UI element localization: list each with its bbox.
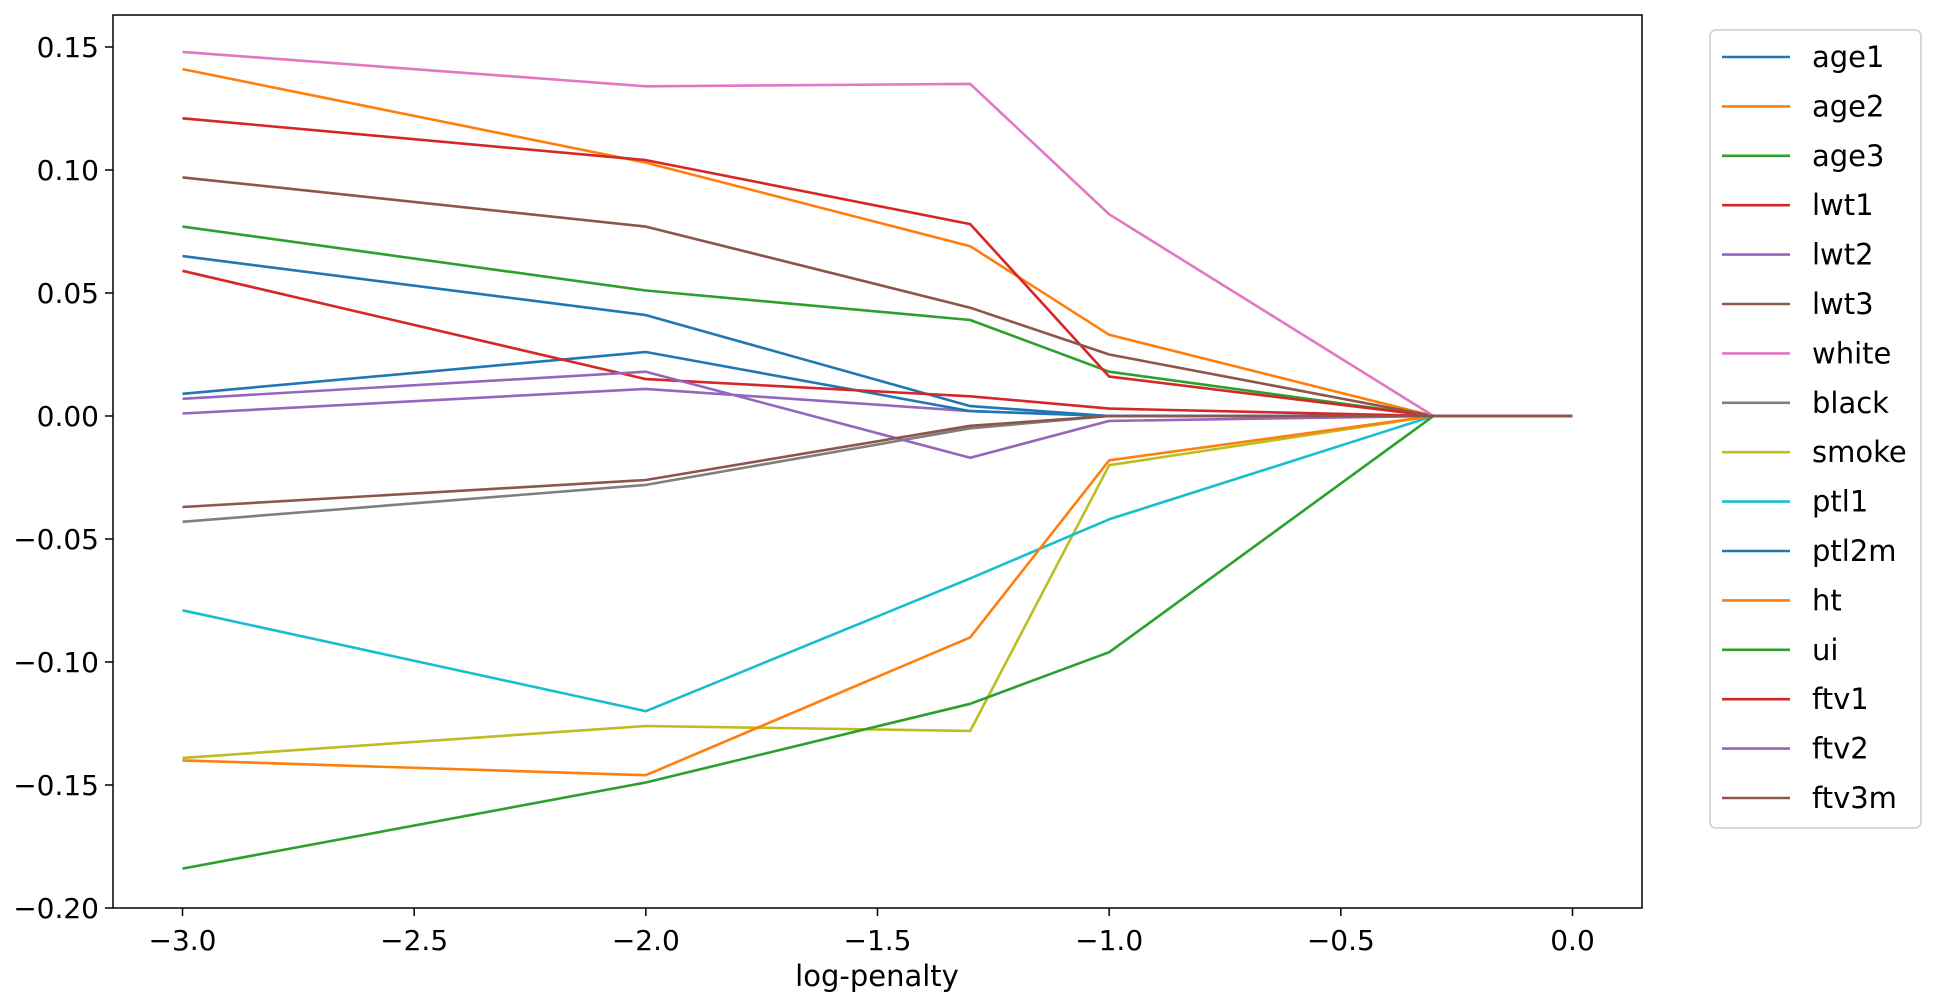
x-tick-label: −2.5 xyxy=(380,924,448,957)
y-tick-label: −0.20 xyxy=(13,892,99,925)
x-tick-label: −0.5 xyxy=(1307,924,1375,957)
legend-label-lwt3: lwt3 xyxy=(1812,287,1874,321)
legend-label-ftv1: ftv1 xyxy=(1812,682,1869,716)
y-axis: −0.20 −0.15 −0.10 −0.05 0.00 0.05 0.10 0.15 xyxy=(13,31,113,925)
legend-label-ftv3m: ftv3m xyxy=(1812,781,1897,815)
y-tick-label: 0.10 xyxy=(37,154,99,187)
plot-area xyxy=(112,14,1643,909)
series-line-ftv3m xyxy=(182,414,1573,509)
legend: age1 age2 age3 lwt1 lwt2 lwt3 white black smoke p… xyxy=(1709,29,1922,829)
x-axis: −3.0 −2.5 −2.0 −1.5 −1.0 −0.5 0.0 xyxy=(149,908,1595,957)
x-tick-label: 0.0 xyxy=(1550,924,1595,957)
y-tick-label: 0.05 xyxy=(37,277,99,310)
x-tick-label: −3.0 xyxy=(149,924,217,957)
legend-label-age1: age1 xyxy=(1812,40,1884,74)
legend-label-white: white xyxy=(1812,336,1891,370)
legend-label-ptl1: ptl1 xyxy=(1812,485,1868,519)
legend-label-ftv2: ftv2 xyxy=(1812,732,1869,766)
y-tick-label: 0.00 xyxy=(37,400,99,433)
legend-label-smoke: smoke xyxy=(1812,435,1907,469)
legend-frame xyxy=(1709,29,1922,829)
legend-label-lwt1: lwt1 xyxy=(1812,188,1874,222)
legend-label-lwt2: lwt2 xyxy=(1812,238,1874,272)
x-tick-label: −1.5 xyxy=(844,924,912,957)
legend-label-ht: ht xyxy=(1812,583,1842,617)
y-tick-label: −0.05 xyxy=(13,523,99,556)
legend-label-age3: age3 xyxy=(1812,139,1884,173)
legend-label-ptl2m: ptl2m xyxy=(1812,534,1897,568)
legend-label-age2: age2 xyxy=(1812,89,1884,123)
x-tick-label: −2.0 xyxy=(612,924,680,957)
series-lines xyxy=(182,50,1573,870)
y-tick-label: 0.15 xyxy=(37,31,99,64)
x-tick-label: −1.0 xyxy=(1075,924,1143,957)
legend-label-black: black xyxy=(1812,386,1889,420)
y-tick-label: −0.15 xyxy=(13,769,99,802)
x-axis-label: log-penalty xyxy=(795,959,959,993)
legend-label-ui: ui xyxy=(1812,633,1838,667)
y-tick-label: −0.10 xyxy=(13,646,99,679)
